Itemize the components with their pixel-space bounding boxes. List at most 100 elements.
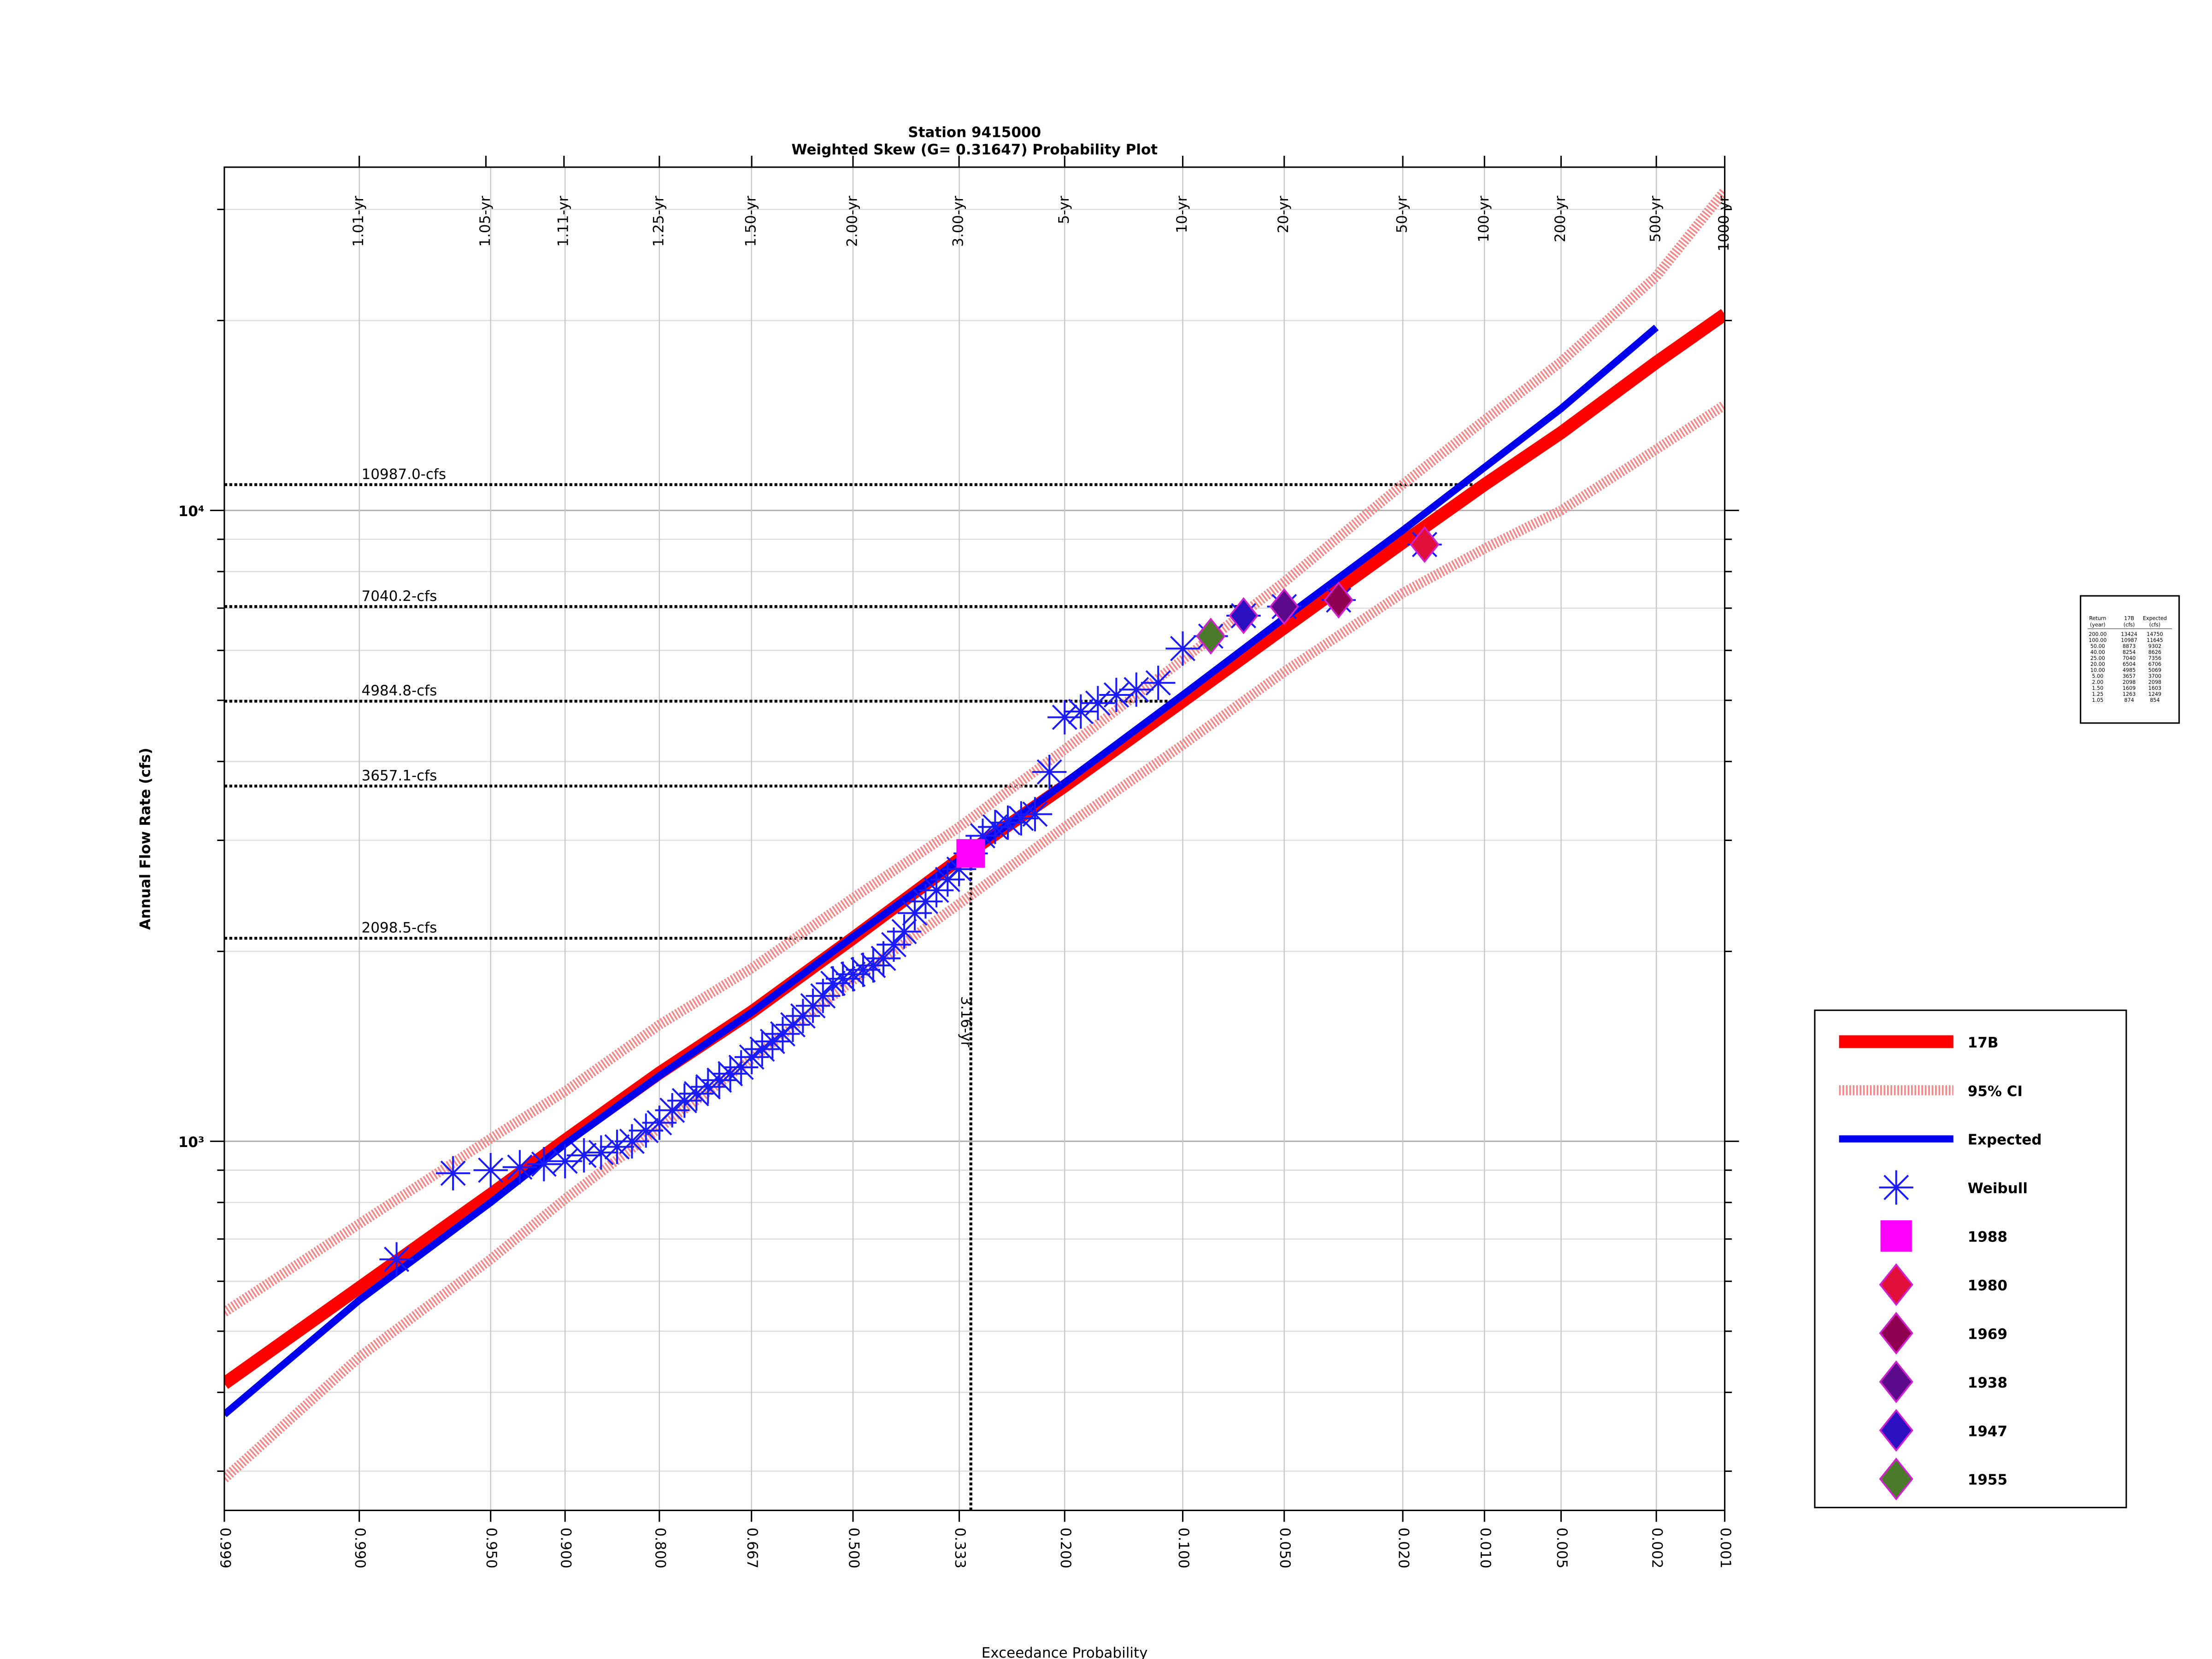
diamond-point — [1324, 581, 1353, 619]
weibull-point — [1119, 672, 1154, 707]
legend-swatch — [1879, 1409, 1913, 1452]
legend-swatch — [1879, 1263, 1913, 1306]
return-table: Return 17B Expected(year) (cfs) (cfs)200.00 1… — [2088, 616, 2172, 703]
weibull-point — [1099, 677, 1134, 712]
x-tick-label: 0.050 — [1277, 1528, 1293, 1569]
table-cell: 1.50 — [2092, 685, 2104, 691]
x-tick-label: 0.010 — [1477, 1528, 1494, 1569]
weibull-point — [1047, 700, 1082, 735]
table-cell: 874 — [2124, 697, 2134, 703]
table-cell: 6504 — [2123, 661, 2136, 667]
x2-tick-label: 100-yr — [1476, 196, 1492, 242]
x2-tick-label: 50-yr — [1394, 196, 1411, 233]
legend-label: 1988 — [1968, 1229, 2007, 1246]
legend-label: Expected — [1968, 1132, 2042, 1148]
weibull-point — [655, 1093, 689, 1128]
weibull-point — [755, 1024, 790, 1059]
diamond-point — [1229, 597, 1259, 635]
table-cell: 50.00 — [2090, 643, 2105, 649]
chart-subtitle: Weighted Skew (G= 0.31647) Probability P… — [791, 141, 1158, 158]
square-point — [956, 839, 985, 868]
weibull-point — [816, 966, 850, 1001]
legend-swatch — [1879, 1360, 1913, 1403]
annotation-label: 3657.1-cfs — [361, 767, 437, 784]
weibull-point — [379, 1242, 414, 1277]
x-tick-label: 0.950 — [483, 1528, 500, 1569]
weibull-point — [629, 1113, 663, 1148]
weibull-point — [846, 953, 881, 987]
weibull-point — [965, 818, 1000, 853]
x-tick-label: 0.333 — [952, 1528, 968, 1569]
weibull-point — [887, 914, 922, 949]
weibull-point — [584, 1135, 618, 1170]
x2-tick-label: 20-yr — [1275, 196, 1292, 233]
legend-label: 1969 — [1968, 1326, 2007, 1342]
weibull-point — [713, 1056, 747, 1091]
legend-label: 95% CI — [1968, 1083, 2023, 1100]
table-header: Return — [2089, 616, 2106, 622]
weibull-point — [1004, 801, 1039, 836]
legend-swatch — [1879, 1170, 1913, 1205]
x-tick-label: 0.020 — [1395, 1528, 1412, 1569]
annotation-label: 4984.8-cfs — [361, 682, 437, 699]
legend-label: Weibull — [1968, 1180, 2028, 1197]
table-cell: 6706 — [2148, 661, 2161, 667]
table-cell: 7040 — [2123, 655, 2136, 661]
weibull-point — [435, 1156, 471, 1191]
x-tick-label: 0.002 — [1649, 1528, 1665, 1569]
table-cell: 1249 — [2148, 691, 2161, 697]
table-cell: 14750 — [2147, 631, 2163, 637]
weibull-point — [765, 1017, 800, 1051]
table-cell: 100.00 — [2088, 637, 2106, 643]
legend-label: 1938 — [1968, 1375, 2007, 1391]
table-cell: 2098 — [2123, 679, 2136, 685]
plot-frame — [224, 166, 1726, 1512]
table-header: 17B — [2124, 616, 2134, 622]
table-cell: 10987 — [2121, 637, 2137, 643]
table-cell: 13424 — [2121, 631, 2137, 637]
weibull-point — [724, 1050, 759, 1085]
table-cell: 5069 — [2148, 667, 2161, 673]
chart-title: Station 9415000 — [908, 124, 1041, 141]
table-cell: 5.00 — [2092, 673, 2104, 679]
x-tick-label: 0.999 — [217, 1528, 233, 1569]
weibull-point — [1165, 631, 1200, 666]
x-tick-label: 0.900 — [558, 1528, 574, 1569]
legend-label: 1947 — [1968, 1423, 2007, 1440]
weibull-point — [1018, 797, 1053, 831]
table-cell: 11645 — [2147, 637, 2163, 643]
table-box — [2080, 595, 2180, 724]
weibull-point — [1032, 754, 1067, 789]
weibull-point — [1141, 665, 1176, 700]
annotation-vlabel: 3.16-yr — [958, 996, 974, 1047]
ci-lower — [224, 400, 1725, 1483]
y-tick-label: 10³ — [178, 1134, 205, 1151]
x2-tick-label: 1.25-yr — [650, 196, 667, 247]
annotation-label: 2098.5-cfs — [361, 920, 437, 936]
weibull-point — [1064, 694, 1098, 729]
weibull-point — [667, 1083, 702, 1118]
table-cell: 9302 — [2148, 643, 2161, 649]
weibull-point — [866, 941, 901, 976]
x2-tick-label: 1.01-yr — [350, 196, 367, 247]
data-layer — [224, 188, 1725, 1483]
table-cell: 4985 — [2123, 667, 2136, 673]
table-cell: 25.00 — [2090, 655, 2105, 661]
table-header: (year) — [2090, 622, 2106, 628]
table-cell: 1603 — [2148, 685, 2161, 691]
table-cell: 7356 — [2148, 655, 2161, 661]
legend-label: 17B — [1968, 1035, 1999, 1051]
table-cell: 1.05 — [2092, 697, 2104, 703]
table-header: (cfs) — [2124, 622, 2135, 628]
weibull-point — [978, 810, 1012, 844]
weibull-point — [527, 1147, 561, 1182]
weibull-point — [473, 1153, 508, 1188]
x2-tick-label: 1.50-yr — [743, 196, 759, 247]
x-tick-label: 0.005 — [1553, 1528, 1570, 1569]
x-tick-label: 0.667 — [744, 1528, 760, 1569]
weibull-point — [825, 961, 860, 996]
y-tick-label: 10⁴ — [178, 503, 205, 520]
x-tick-label: 0.100 — [1175, 1528, 1192, 1569]
table-cell: 3700 — [2148, 673, 2161, 679]
weibull-point — [877, 927, 911, 962]
